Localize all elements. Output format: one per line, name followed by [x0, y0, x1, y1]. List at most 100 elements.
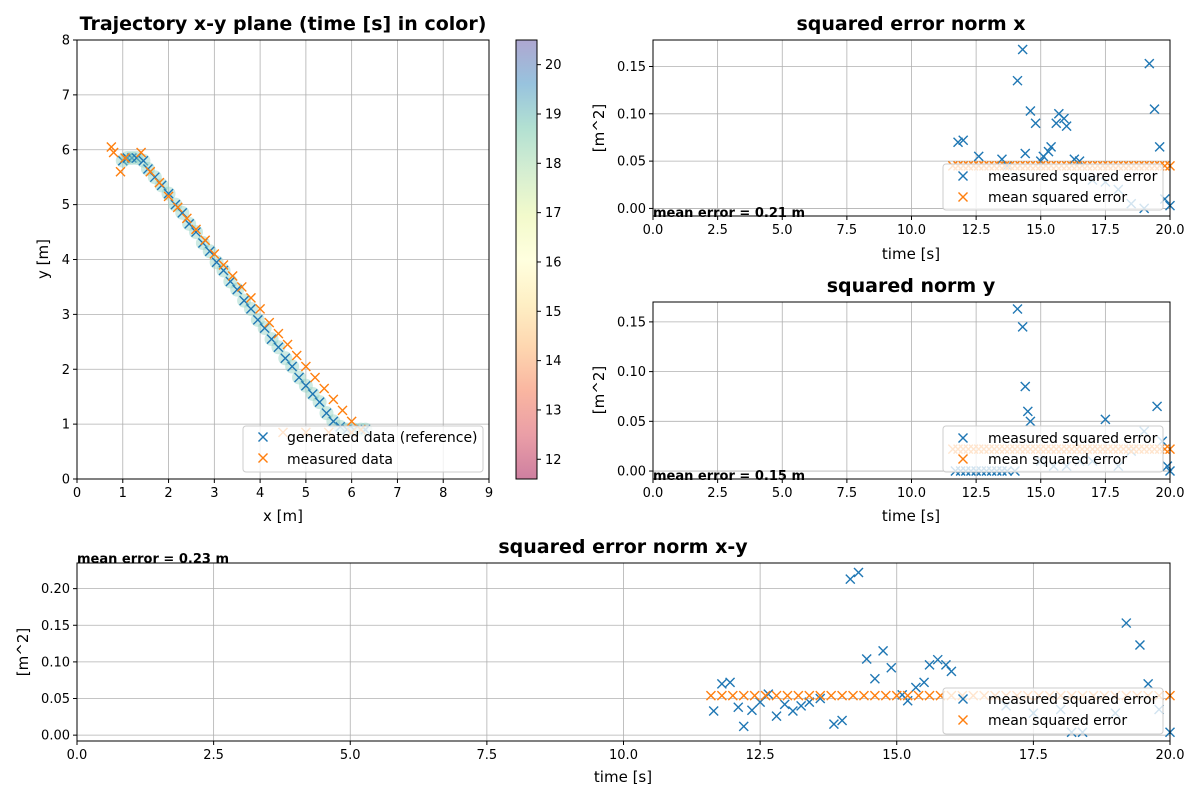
errxy-ytick-label: 0.15	[41, 619, 70, 634]
error-x-ylabel: [m^2]	[590, 104, 608, 152]
errxy-point	[861, 653, 872, 664]
errxy-point	[804, 690, 815, 701]
traj-point	[227, 270, 238, 281]
traj-point	[239, 295, 250, 306]
erry-xtick-label: 17.5	[1091, 486, 1120, 501]
errxy-point	[771, 711, 782, 722]
errx-point	[1012, 75, 1023, 86]
errx-point	[973, 151, 984, 162]
errxy-point	[815, 693, 826, 704]
trajectory-ticks: 0 1 2 3 4 5 6 7 8 9 0 1 2 3 4 5 6 7 8	[62, 34, 493, 502]
errx-xtick-label: 20.0	[1156, 223, 1185, 238]
erry-xtick-label: 2.5	[707, 486, 728, 501]
errxy-point	[880, 690, 891, 701]
errxy-legend-marker-0	[958, 694, 968, 704]
errxy-point	[1121, 618, 1132, 629]
errx-xtick-label: 7.5	[837, 223, 858, 238]
errx-point	[1020, 148, 1031, 159]
errxy-point	[878, 645, 889, 656]
traj-xtick-label: 3	[210, 486, 218, 501]
error-x-legend-box	[942, 163, 1164, 211]
traj-point	[273, 342, 284, 353]
errxy-point	[891, 690, 902, 701]
errx-point	[958, 135, 969, 146]
errxy-point	[708, 705, 719, 716]
errxy-point	[940, 659, 951, 670]
error-y-legend-box	[942, 425, 1164, 473]
errx-point	[1144, 58, 1155, 69]
error-y-ticks: 0.0 2.5 5.0 7.5 10.0 12.5 15.0 17.5 20.0 0.00 0.05…	[617, 315, 1184, 501]
traj-xtick-label: 9	[485, 486, 493, 501]
traj-xtick-label: 4	[256, 486, 264, 501]
erry-xtick-label: 12.5	[962, 486, 991, 501]
errxy-point	[716, 678, 727, 689]
erry-legend-marker-1	[958, 454, 968, 464]
colorbar-tick-label: 13	[545, 403, 562, 418]
errx-xtick-label: 10.0	[897, 223, 926, 238]
errx-point	[996, 154, 1007, 165]
trajectory-grid	[76, 39, 490, 480]
error-x-legend: measured squared error mean squared erro…	[942, 163, 1164, 211]
error-xy-ticks: 0.0 2.5 5.0 7.5 10.0 12.5 15.0 17.5 20.0 0.00 0.05…	[41, 582, 1184, 763]
trajectory-legend: generated data (reference) measured data	[242, 425, 484, 473]
traj-point	[236, 281, 247, 292]
traj-point	[321, 408, 332, 419]
traj-point	[209, 249, 220, 260]
error-xy-legend: measured squared error mean squared erro…	[942, 687, 1164, 735]
erry-point	[1020, 381, 1031, 392]
errx-point	[1069, 154, 1080, 165]
traj-xtick-label: 2	[164, 486, 172, 501]
errxy-xtick-label: 0.0	[67, 748, 88, 763]
traj-point	[163, 188, 174, 199]
erry-point	[1100, 414, 1111, 425]
traj-point	[154, 177, 165, 188]
errx-point	[1061, 121, 1072, 132]
traj-xtick-label: 7	[393, 486, 401, 501]
error-xy-legend-measured: measured squared error	[988, 692, 1158, 708]
traj-point	[264, 317, 275, 328]
traj-point	[225, 276, 236, 287]
errx-xtick-label: 15.0	[1026, 223, 1055, 238]
errxy-point	[779, 699, 790, 710]
traj-point	[252, 314, 263, 325]
errx-xtick-label: 2.5	[707, 223, 728, 238]
erry-legend-marker-0	[958, 433, 968, 443]
errxy-point	[826, 690, 837, 701]
errxy-xtick-label: 10.0	[609, 748, 638, 763]
traj-ytick-label: 7	[62, 88, 70, 103]
errx-point	[1030, 118, 1041, 129]
error-y-chart-title: squared norm y	[827, 275, 996, 297]
traj-point	[266, 334, 277, 345]
errxy-point	[1134, 640, 1145, 651]
traj-point	[218, 259, 229, 270]
errxy-ytick-label: 0.20	[41, 582, 70, 597]
errxy-point	[910, 682, 921, 693]
errxy-point	[755, 697, 766, 708]
traj-point	[108, 147, 119, 158]
errx-xtick-label: 5.0	[772, 223, 793, 238]
error-y-legend-markers	[958, 433, 968, 464]
error-x-ticks: 0.0 2.5 5.0 7.5 10.0 12.5 15.0 17.5 20.0 0.00 0.05…	[617, 60, 1184, 238]
traj-point	[273, 328, 284, 339]
errxy-point	[716, 690, 727, 701]
errx-xtick-label: 0.0	[643, 223, 664, 238]
errxy-point	[946, 666, 957, 677]
traj-point	[287, 361, 298, 372]
erry-xtick-label: 10.0	[897, 486, 926, 501]
error-y-legend: measured squared error mean squared erro…	[942, 425, 1164, 473]
traj-point	[200, 235, 211, 246]
errxy-xtick-label: 5.0	[340, 748, 361, 763]
traj-point	[172, 202, 183, 213]
erry-ytick-label: 0.10	[617, 365, 646, 380]
error-x-chart-title: squared error norm x	[796, 13, 1025, 35]
traj-point	[310, 372, 321, 383]
traj-point	[163, 191, 174, 202]
traj-point	[191, 227, 202, 238]
errxy-xtick-label: 7.5	[477, 748, 498, 763]
traj-point	[106, 142, 117, 153]
colorbar-tick-label: 12	[545, 453, 562, 468]
errx-point	[1025, 105, 1036, 116]
erry-xtick-label: 15.0	[1026, 486, 1055, 501]
errx-ytick-label: 0.00	[617, 202, 646, 217]
